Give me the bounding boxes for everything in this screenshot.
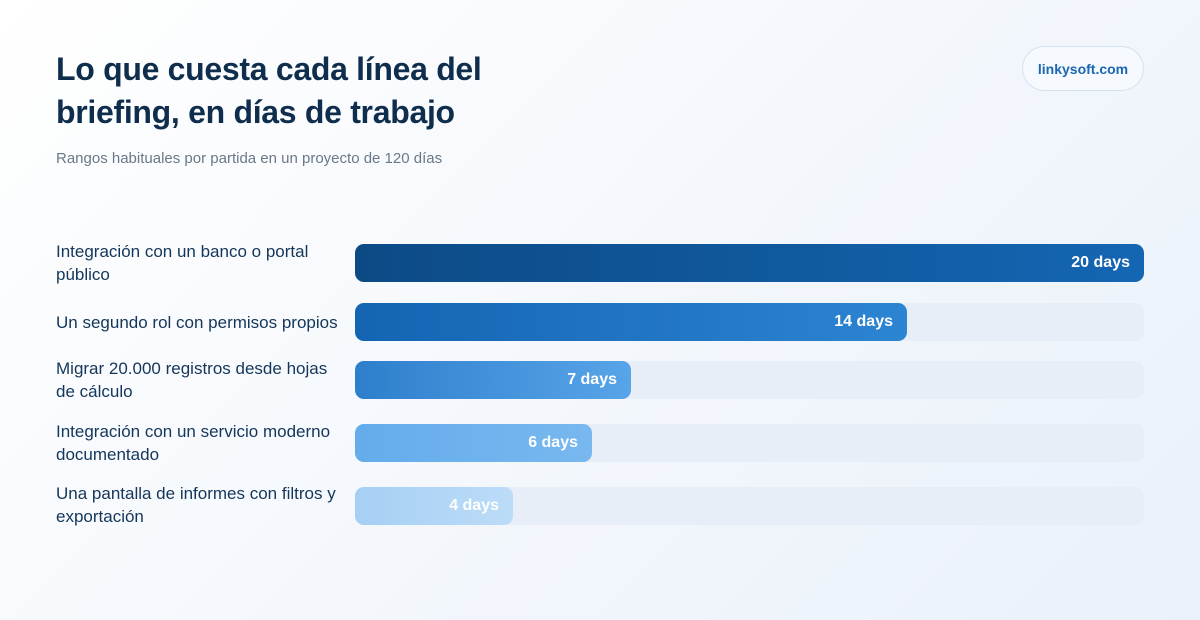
category-label: Una pantalla de informes con filtros y e… [56,484,336,526]
bar[interactable]: 7 days [355,361,631,399]
bar-value-label: 6 days [528,434,578,451]
bar-value-label: 7 days [567,371,617,388]
bar-value-label: 4 days [449,497,499,514]
category-label: Migrar 20.000 registros desde hojas de c… [56,359,328,401]
bar-track: 7 days [355,361,1144,399]
bar-track: 14 days [355,303,1144,341]
chart-title: Lo que cuesta cada línea del briefing, e… [56,51,482,130]
category-label: Un segundo rol con permisos propios [56,313,338,332]
bar-track: 4 days [355,487,1144,525]
bar-track: 20 days [355,244,1144,282]
bar[interactable]: 20 days [355,244,1144,282]
brand-badge[interactable]: linkysoft.com [1022,46,1144,91]
category-label: Integración con un servicio moderno docu… [56,422,331,464]
category-label: Integración con un banco o portal públic… [56,242,309,284]
bar[interactable]: 4 days [355,487,513,525]
chart-subtitle: Rangos habituales por partida en un proy… [56,150,443,167]
bar-track: 6 days [355,424,1144,462]
bar[interactable]: 6 days [355,424,592,462]
bar[interactable]: 14 days [355,303,907,341]
bar-value-label: 14 days [834,313,893,330]
bar-value-label: 20 days [1071,254,1130,271]
